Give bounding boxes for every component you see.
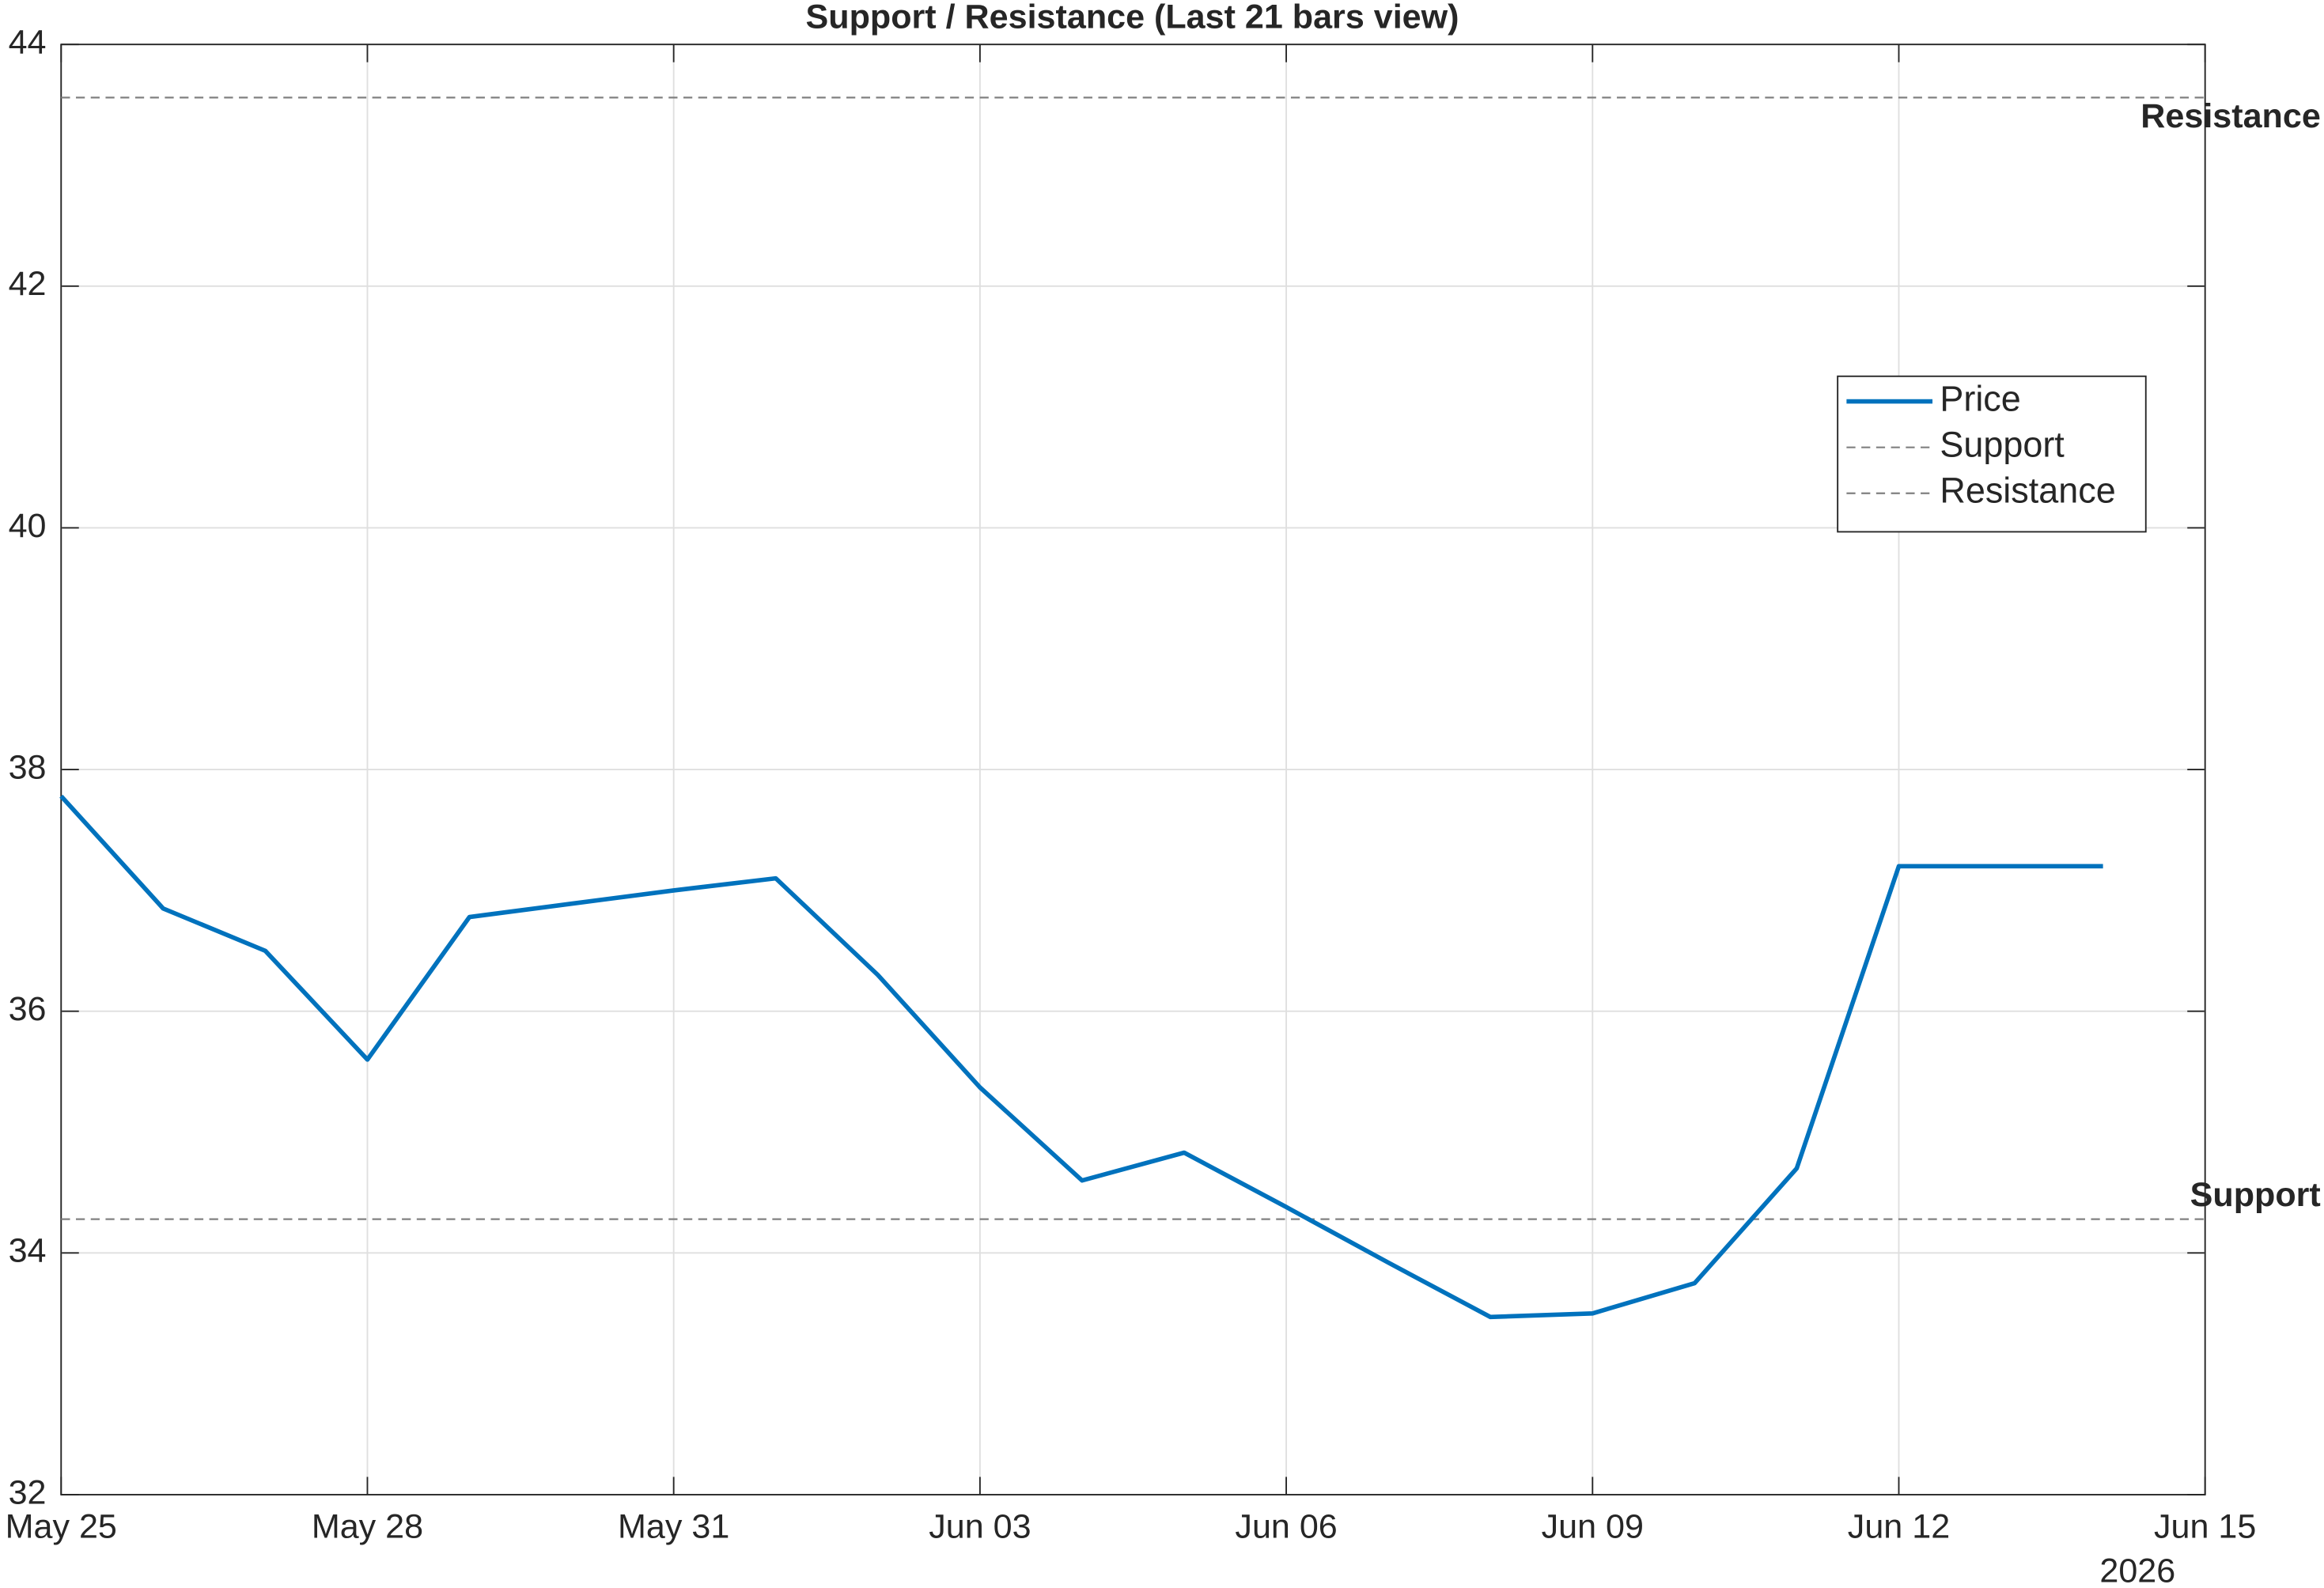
x-tick-label: May 28 xyxy=(312,1507,423,1545)
chart-title: Support / Resistance (Last 21 bars view) xyxy=(806,0,1459,36)
legend-label: Support xyxy=(1940,425,2065,465)
x-tick-label: Jun 12 xyxy=(1848,1507,1950,1545)
x-tick-label: May 25 xyxy=(6,1507,117,1545)
legend-label: Resistance xyxy=(1940,471,2115,511)
y-tick-label: 44 xyxy=(9,24,47,62)
x-year-label: 2026 xyxy=(2099,1552,2175,1588)
x-tick-label: Jun 09 xyxy=(1542,1507,1644,1545)
reference-label: Resistance xyxy=(2140,97,2321,135)
y-tick-label: 38 xyxy=(9,748,47,786)
y-tick-label: 34 xyxy=(9,1232,47,1270)
x-tick-label: Jun 15 xyxy=(2154,1507,2256,1545)
y-tick-label: 42 xyxy=(9,265,47,303)
x-tick-label: Jun 03 xyxy=(929,1507,1031,1545)
legend-label: Price xyxy=(1940,378,2020,418)
y-tick-label: 32 xyxy=(9,1473,47,1511)
x-tick-label: May 31 xyxy=(618,1507,729,1545)
reference-label: Support xyxy=(2190,1176,2321,1214)
price-line xyxy=(59,794,2103,1320)
y-tick-label: 36 xyxy=(9,990,47,1028)
x-tick-label: Jun 06 xyxy=(1235,1507,1337,1545)
plot-frame xyxy=(60,43,2206,1495)
y-tick-label: 40 xyxy=(9,507,47,545)
